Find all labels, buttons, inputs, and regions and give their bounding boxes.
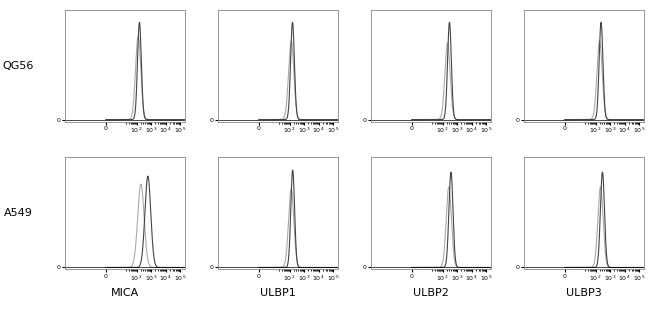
X-axis label: ULBP1: ULBP1 [260,288,296,299]
X-axis label: ULBP2: ULBP2 [413,288,448,299]
X-axis label: ULBP3: ULBP3 [566,288,602,299]
X-axis label: MICA: MICA [111,288,139,299]
Y-axis label: QG56: QG56 [3,61,34,70]
Y-axis label: A549: A549 [4,209,32,218]
